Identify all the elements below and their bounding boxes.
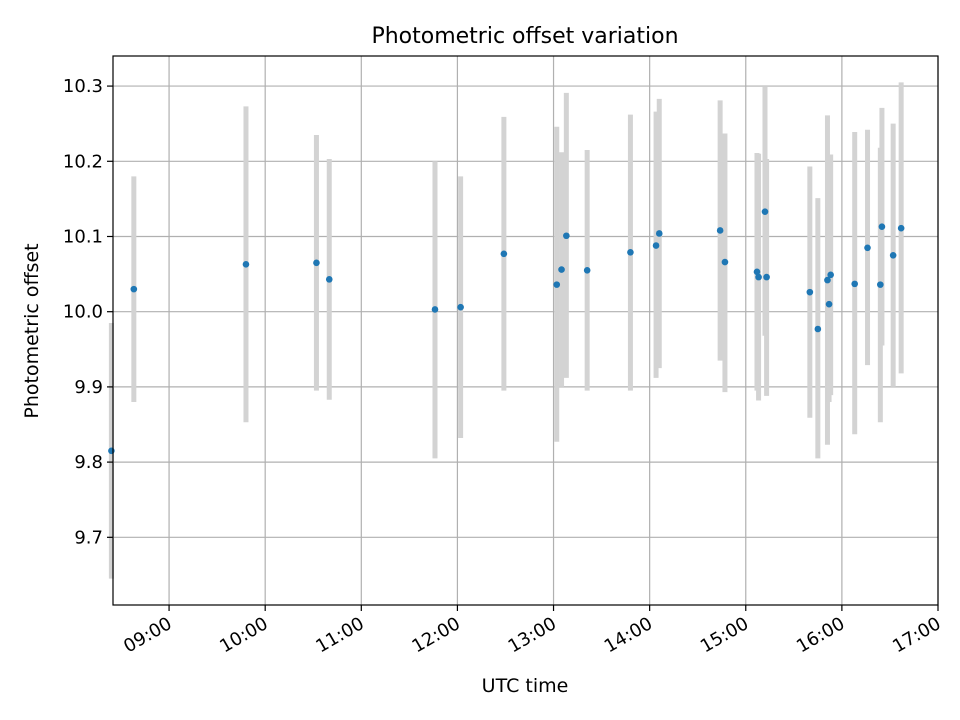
data-point [563, 232, 570, 240]
data-point [108, 447, 115, 455]
data-point [878, 223, 886, 231]
y-axis-ticks: 9.7 9.8 9.9 10.0 10.1 10.2 10.3 [63, 76, 113, 548]
data-point [242, 261, 250, 268]
data-point [827, 271, 834, 279]
data-point [755, 273, 762, 281]
chart-title: Photometric offset variation [371, 24, 678, 49]
data-point [721, 258, 729, 266]
data-point [824, 276, 831, 284]
data-point [716, 227, 724, 234]
y-tick-label: 10.1 [63, 226, 103, 247]
data-point [627, 248, 634, 256]
data-point [583, 267, 591, 274]
data-point [814, 325, 822, 333]
data-point [313, 259, 320, 267]
plot-frame [112, 55, 939, 606]
data-point [806, 288, 814, 296]
data-point [457, 303, 464, 311]
y-tick-label: 9.8 [74, 452, 103, 473]
data-point [753, 268, 761, 276]
data-point [431, 306, 439, 313]
data-point [889, 251, 897, 259]
data-point [825, 300, 833, 308]
data-point [130, 285, 138, 293]
y-tick-label: 10.3 [63, 76, 103, 97]
y-axis-label: Photometric offset [21, 243, 43, 418]
y-tick-label: 9.7 [74, 527, 103, 548]
y-tick-label: 10.2 [63, 151, 103, 172]
data-point [864, 244, 871, 252]
data-point [655, 230, 663, 237]
data-point [325, 276, 333, 283]
y-tick-label: 10.0 [63, 302, 103, 323]
data-point [500, 250, 508, 258]
data-point [652, 242, 660, 249]
data-point [877, 281, 884, 288]
x-axis-label: UTC time [482, 675, 569, 697]
y-tick-label: 9.9 [74, 377, 103, 398]
data-point [851, 280, 858, 288]
data-point [558, 266, 565, 273]
data-point [761, 208, 769, 215]
data-points [108, 208, 905, 455]
data-point [763, 273, 770, 281]
data-point [553, 281, 561, 288]
data-point [897, 224, 905, 232]
